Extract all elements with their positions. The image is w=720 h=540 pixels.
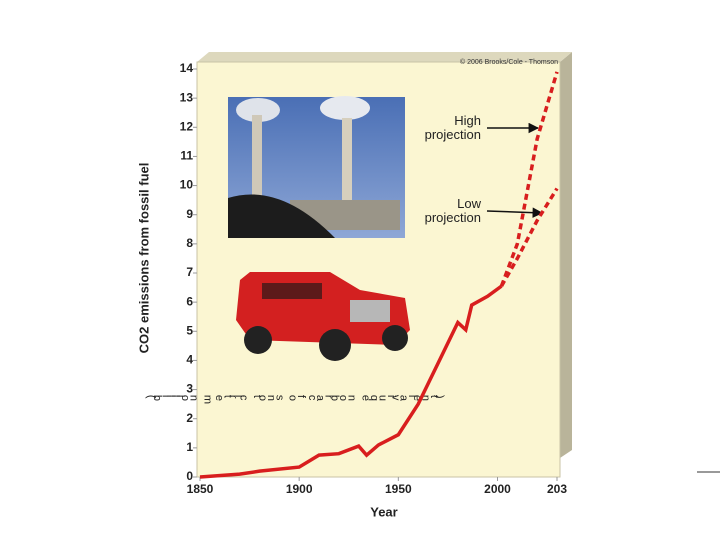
y-tick-label: 6 — [186, 294, 193, 308]
annotation-line: projection — [425, 127, 481, 142]
annotation: Low projection — [425, 196, 482, 225]
y-tick-label: 10 — [180, 178, 194, 192]
arrow — [486, 207, 544, 218]
y-tick-label: 13 — [180, 90, 194, 104]
x-tick-label: 2000 — [484, 482, 511, 496]
x-tick-label: 1950 — [385, 482, 412, 496]
y-tick-label: 14 — [180, 61, 194, 75]
series-line — [199, 284, 503, 479]
series-line — [499, 71, 559, 287]
factory-photo — [228, 96, 405, 238]
x-tick-label: 203 — [547, 482, 567, 496]
y-tick-label: 12 — [180, 119, 194, 133]
y-tick-label: 5 — [186, 323, 193, 337]
annotation-line: High — [454, 113, 481, 128]
annotation-line: Low — [457, 196, 481, 211]
y-axis-label: CO2 emissions from fossil fuel — [136, 163, 151, 354]
y-tick-label: 7 — [186, 265, 193, 279]
y-tick-label: 9 — [186, 207, 193, 221]
y-tick-label: 3 — [186, 382, 193, 396]
series-line — [499, 187, 559, 287]
y-tick-label: 0 — [186, 469, 193, 483]
y-tick-label: 2 — [186, 411, 193, 425]
panel-shadow — [560, 52, 572, 458]
x-tick-label: 1900 — [286, 482, 313, 496]
y-tick-label: 1 — [186, 440, 193, 454]
copyright: © 2006 Brooks/Cole - Thomson — [460, 58, 558, 66]
car-photo — [236, 272, 410, 361]
y-axis-units: (billion metric tons of carbon equivalen… — [145, 395, 445, 404]
x-tick-label: 1850 — [187, 482, 214, 496]
y-tick-label: 11 — [180, 149, 193, 163]
x-axis-label: Year — [370, 504, 397, 519]
y-tick-label: 8 — [186, 236, 193, 250]
y-tick-label: 4 — [186, 353, 193, 367]
annotation-line: projection — [425, 210, 481, 225]
panel-top — [197, 52, 572, 62]
annotation: High projection — [425, 113, 481, 142]
